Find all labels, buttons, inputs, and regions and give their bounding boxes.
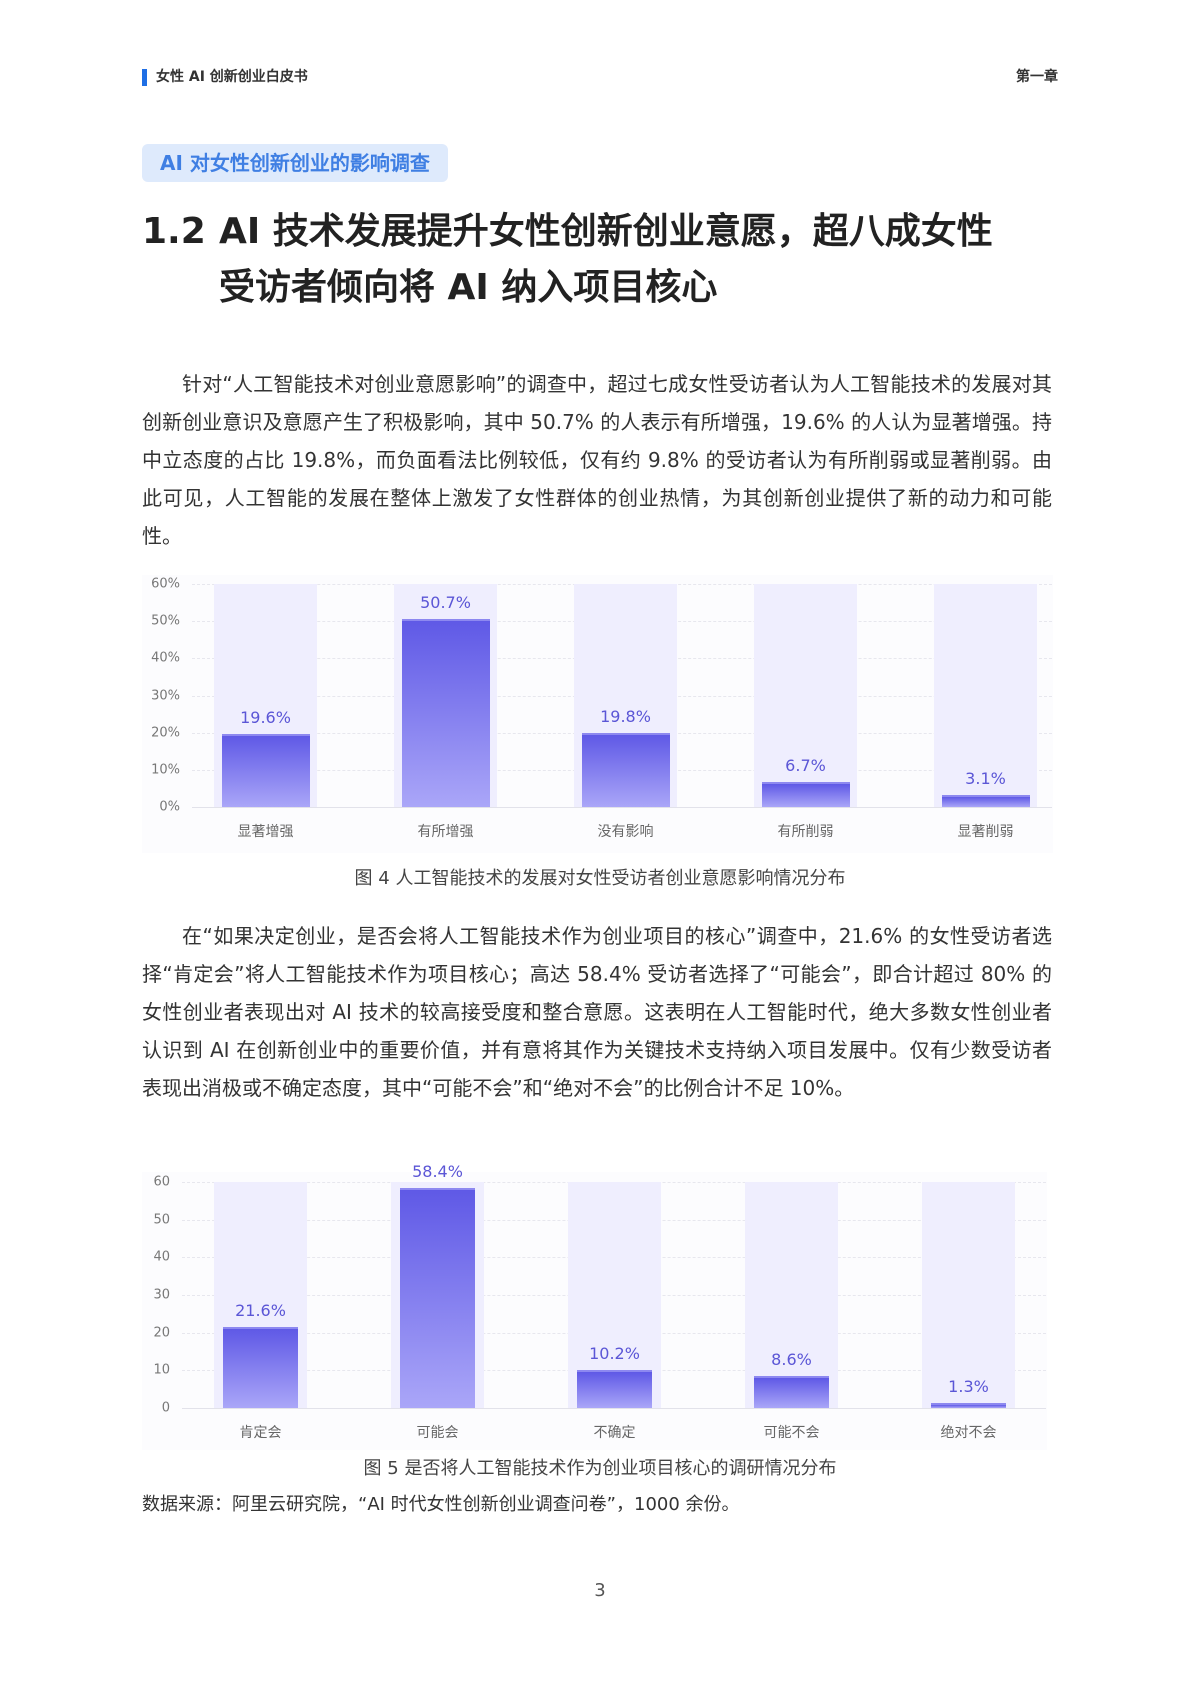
section-number: 1.2: [142, 211, 206, 252]
chart-figure-4: 0% 10% 20% 30% 40% 50% 60% 19.6% 显著增强 50.7% 有所增强 19…: [142, 575, 1053, 853]
plot-area: [192, 584, 1052, 808]
page-header: 女性 AI 创新创业白皮书 第一章: [142, 67, 1058, 87]
y-tick-label: 50%: [151, 613, 180, 629]
y-tick-label: 40%: [151, 650, 180, 666]
bar: [581, 733, 670, 807]
figure-4-caption: 图 4 人工智能技术的发展对女性受访者创业意愿影响情况分布: [354, 868, 846, 889]
x-category-label: 有所增强: [417, 824, 474, 840]
paragraph-text: 针对“人工智能技术对创业意愿影响”的调查中，超过七成女性受访者认为人工智能技术的…: [142, 372, 1052, 548]
bar: [223, 1326, 298, 1408]
bar-value-label: 10.2%: [589, 1343, 640, 1363]
x-category-label: 有所削弱: [777, 824, 834, 840]
column-background: [754, 584, 857, 807]
heading-line-2: 受访者倾向将 AI 纳入项目核心: [219, 267, 718, 308]
bar-value-label: 1.3%: [948, 1377, 989, 1397]
x-category-label: 显著削弱: [957, 824, 1014, 840]
bar-value-label: 3.1%: [965, 769, 1006, 789]
bar: [931, 1403, 1006, 1408]
bar-value-label: 21.6%: [235, 1300, 286, 1320]
y-tick-label: 0: [161, 1400, 170, 1416]
page-number: 3: [594, 1580, 606, 1601]
y-tick-label: 30: [153, 1287, 170, 1303]
bar: [221, 734, 310, 807]
section-tag: AI 对女性创新创业的影响调查: [142, 144, 448, 182]
x-category-label: 绝对不会: [940, 1425, 997, 1441]
bar: [400, 1188, 475, 1408]
y-tick-label: 20: [153, 1325, 170, 1341]
paragraph-text: 在“如果决定创业，是否会将人工智能技术作为创业项目的核心”调查中，21.6% 的…: [142, 924, 1052, 1100]
bar: [754, 1375, 829, 1408]
chapter-label: 第一章: [1016, 69, 1058, 85]
bar: [761, 782, 850, 807]
x-axis-line: [182, 1408, 1046, 1409]
section-heading: 1.2 AI 技术发展提升女性创新创业意愿，超八成女性 受访者倾向将 AI 纳入项…: [142, 204, 1072, 316]
bar-value-label: 8.6%: [771, 1349, 812, 1369]
y-tick-label: 30%: [151, 688, 180, 703]
bar-value-label: 19.6%: [240, 708, 291, 728]
x-category-label: 可能会: [416, 1425, 459, 1441]
column-background: [745, 1182, 838, 1408]
x-category-label: 不确定: [593, 1425, 636, 1441]
x-axis-line: [192, 807, 1052, 808]
figure-5-caption: 图 5 是否将人工智能技术作为创业项目核心的调研情况分布: [363, 1458, 837, 1479]
paragraph-1: 针对“人工智能技术对创业意愿影响”的调查中，超过七成女性受访者认为人工智能技术的…: [142, 365, 1052, 555]
y-tick-label: 20%: [151, 725, 180, 741]
column-background: [922, 1182, 1015, 1408]
plot-area: [182, 1182, 1046, 1409]
y-tick-label: 60: [153, 1174, 170, 1190]
column-background: [934, 584, 1037, 807]
chart-figure-5: 0 10 20 30 40 50 60 21.6% 肯定会 58.4% 可能会 10.2% 不确定 8.6…: [142, 1162, 1047, 1450]
y-tick-label: 0%: [159, 799, 180, 815]
header-accent-bar: [142, 69, 147, 86]
heading-line-1: AI 技术发展提升女性创新创业意愿，超八成女性: [219, 211, 993, 252]
y-tick-label: 60%: [151, 576, 180, 592]
bar-value-label: 58.4%: [412, 1162, 463, 1182]
bar: [941, 795, 1030, 807]
data-source-note: 数据来源：阿里云研究院，“AI 时代女性创新创业调查问卷”，1000 余份。: [142, 1494, 740, 1515]
paragraph-2: 在“如果决定创业，是否会将人工智能技术作为创业项目的核心”调查中，21.6% 的…: [142, 917, 1052, 1107]
bar: [401, 618, 490, 807]
x-category-label: 没有影响: [597, 824, 654, 840]
y-tick-label: 10%: [151, 762, 180, 778]
x-category-label: 可能不会: [763, 1425, 820, 1441]
x-category-label: 肯定会: [239, 1425, 282, 1441]
bar-value-label: 19.8%: [600, 707, 651, 727]
x-category-label: 显著增强: [237, 824, 294, 840]
bar-value-label: 50.7%: [420, 592, 471, 612]
y-tick-label: 40: [153, 1249, 170, 1265]
document-title: 女性 AI 创新创业白皮书: [156, 69, 308, 85]
y-tick-label: 10: [153, 1362, 170, 1378]
y-tick-label: 50: [153, 1212, 170, 1228]
bar: [577, 1369, 652, 1408]
bar-value-label: 6.7%: [785, 756, 826, 776]
